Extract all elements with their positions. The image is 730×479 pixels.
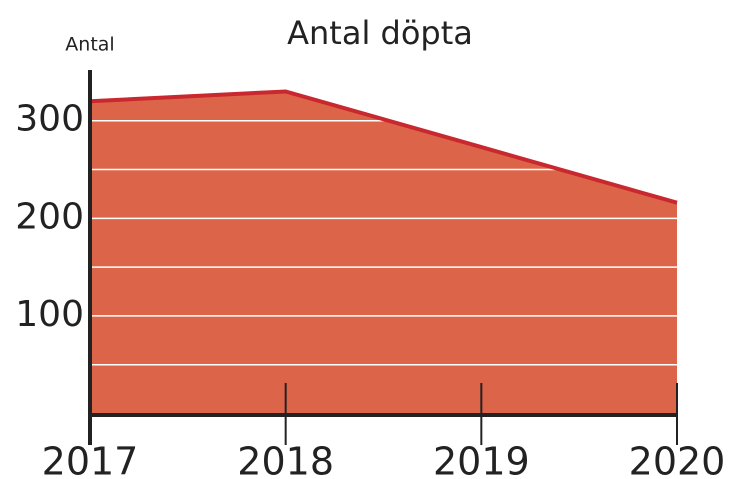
y-axis-label: Antal <box>65 34 114 56</box>
area <box>90 91 677 414</box>
y-tick-label: 200 <box>15 196 84 237</box>
chart-title: Antal döpta <box>287 14 473 52</box>
y-tick-label: 300 <box>15 99 84 140</box>
area-line <box>89 89 678 205</box>
x-tick-label: 2020 <box>629 440 726 479</box>
x-tick-label: 2018 <box>237 440 334 479</box>
y-tick-label: 100 <box>15 294 84 335</box>
x-tick-label: 2017 <box>42 440 139 479</box>
x-tick-label: 2019 <box>433 440 530 479</box>
